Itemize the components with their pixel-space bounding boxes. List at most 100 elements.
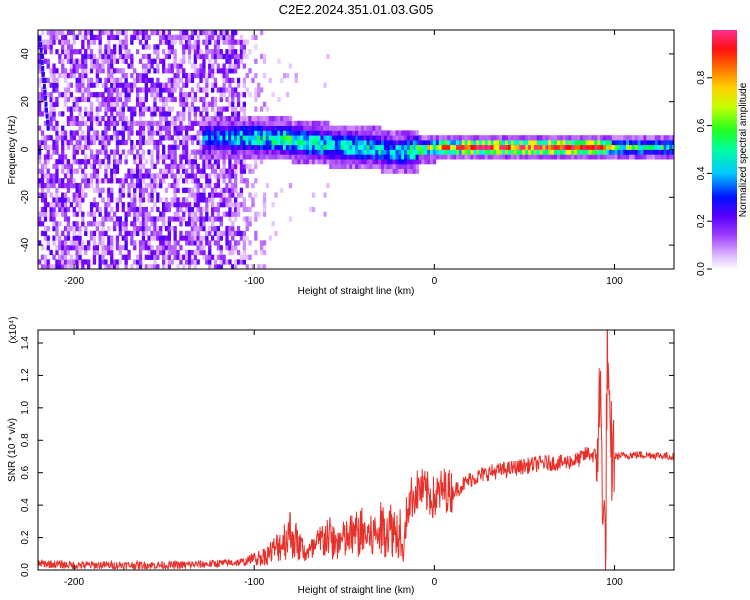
spectrogram-cell — [199, 120, 203, 126]
spectrogram-cell — [591, 135, 595, 141]
spectrogram-cell — [141, 111, 146, 117]
spectrogram-cell — [190, 106, 195, 112]
spectrogram-cell — [591, 154, 595, 160]
spectrogram-cell — [72, 39, 76, 45]
spectrogram-cell — [190, 211, 195, 217]
spectrogram-cell — [334, 139, 339, 146]
spectrogram-cell — [110, 116, 114, 122]
spectrogram-cell — [611, 144, 615, 150]
spectrogram-cell — [366, 144, 370, 150]
spectrogram-cell — [141, 139, 146, 146]
spectrogram-cell — [337, 159, 342, 165]
spectrogram-cell — [43, 192, 48, 198]
spectrogram-cell — [66, 116, 71, 122]
spectrogram-cell — [219, 139, 223, 146]
spectrogram-cell — [52, 34, 56, 40]
spectrogram-cell — [61, 245, 65, 251]
spectrogram-cell — [231, 30, 235, 36]
spectrogram-cell — [225, 240, 229, 246]
spectrogram-cell — [87, 178, 91, 184]
spectrogram-cell — [242, 44, 246, 50]
spectrogram-cell — [147, 264, 151, 269]
spectrogram-cell — [179, 77, 183, 83]
spectrogram-cell — [141, 135, 146, 141]
spectrogram-cell — [98, 30, 102, 36]
spectrogram-cell — [654, 149, 659, 155]
spectrogram-cell — [479, 149, 483, 155]
spectrogram-cell — [43, 95, 47, 101]
spectrogram-cell — [222, 135, 226, 141]
spectrogram-cell — [202, 53, 206, 60]
spectrogram-cell — [216, 192, 220, 198]
spectrogram-cell — [222, 68, 226, 74]
spectrogram-cell — [84, 53, 88, 60]
spectrogram-cell — [138, 135, 143, 141]
spectrogram-cell — [594, 139, 598, 146]
spectrogram-cell — [317, 125, 321, 131]
spectrogram-cell — [303, 159, 307, 165]
spectrogram-cell — [138, 58, 143, 64]
spectrogram-cell — [187, 173, 192, 179]
spectrogram-cell — [211, 82, 215, 88]
spectrogram-cell — [173, 49, 177, 55]
spectrogram-cell — [340, 159, 344, 165]
spectrogram-cell — [173, 173, 177, 179]
spectrogram-cell — [40, 53, 44, 59]
spectrogram-cell — [95, 154, 99, 160]
spectrogram-cell — [300, 159, 304, 165]
spectrogram-cell — [314, 125, 318, 131]
spectrogram-cell — [245, 183, 249, 189]
spectrogram-cell — [239, 187, 244, 193]
spectrogram-cell — [536, 135, 540, 141]
spectrogram-cell — [110, 254, 114, 260]
spectrogram-cell — [156, 125, 160, 131]
spectrogram-cell — [363, 125, 367, 131]
spectrogram-cell — [222, 173, 226, 179]
spectrogram-cell — [66, 183, 71, 189]
spectrogram-cell — [294, 144, 298, 150]
spectrogram-cell — [110, 73, 114, 79]
spectrogram-cell — [133, 202, 137, 208]
spectrogram-cell — [104, 77, 108, 83]
spectrogram-cell — [121, 135, 125, 141]
spectrogram-cell — [556, 149, 561, 155]
spectrogram-cell — [248, 240, 252, 246]
spectrogram-cell — [533, 149, 538, 155]
spectrogram-cell — [222, 73, 226, 79]
spectrogram-cell — [401, 154, 405, 160]
spectrogram-cell — [626, 149, 630, 155]
spectrogram-cell — [124, 159, 128, 165]
spectrogram-cell — [176, 240, 180, 246]
spectrogram-cell — [150, 187, 154, 193]
spectrogram-cell — [239, 230, 244, 236]
spectrogram-cell — [63, 34, 68, 40]
spectrogram-cell — [629, 154, 633, 160]
spectrogram-cell — [349, 130, 353, 136]
spectrogram-cell — [378, 159, 382, 165]
spectrogram-cell — [369, 163, 373, 169]
spectrogram-cell — [432, 159, 437, 165]
spectrogram-cell — [262, 211, 267, 217]
spectrogram-cell — [55, 130, 59, 136]
spectrogram-cell — [118, 49, 122, 55]
spectrogram-cell — [115, 235, 120, 241]
spectrogram-cell — [268, 235, 272, 241]
snr-x-axis-label: Height of straight line (km) — [298, 585, 415, 596]
spectrogram-cell — [159, 216, 163, 222]
spectrogram-cell — [283, 144, 287, 150]
spectrogram-cell — [144, 221, 148, 227]
spectrogram-cell — [585, 139, 589, 146]
spectrogram-cell — [225, 154, 229, 160]
spectrogram-cell — [66, 44, 71, 50]
spectrogram-cell — [159, 197, 163, 203]
spectrogram-cell — [98, 101, 102, 107]
spectrogram-cell — [66, 197, 71, 203]
spectrogram-cell — [372, 149, 376, 155]
spectrogram-cell — [225, 183, 229, 189]
spectrogram-cell — [173, 53, 177, 60]
spectrogram-cell — [78, 187, 82, 193]
spectrogram-cell — [329, 144, 333, 150]
spectrogram-cell — [219, 68, 223, 74]
spectrogram-cell — [487, 139, 491, 146]
spectrogram-cell — [231, 49, 235, 55]
